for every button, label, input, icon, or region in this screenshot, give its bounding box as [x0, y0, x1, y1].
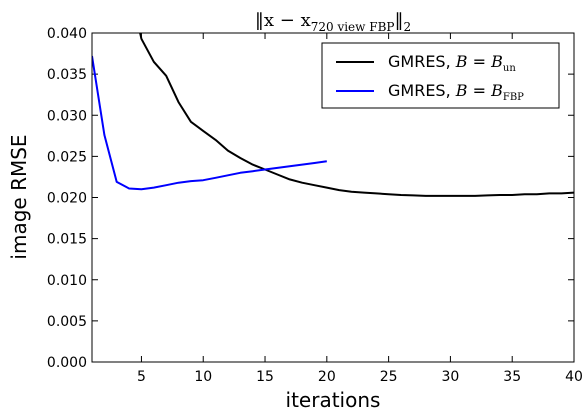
x-tick-label: 20 — [318, 369, 336, 385]
legend: GMRES, B = Bun GMRES, B = BFBP — [321, 42, 560, 109]
legend-box — [321, 42, 560, 109]
x-tick-label: 30 — [441, 369, 459, 385]
x-tick-label: 10 — [194, 369, 212, 385]
title-prefix: ‖x − x — [255, 10, 311, 31]
title-suffix-sub: 2 — [403, 20, 411, 34]
x-axis-ticks: 5 10 15 20 25 30 35 40 — [137, 33, 583, 385]
title-suffix: ‖ — [394, 10, 403, 31]
y-tick-label: 0.000 — [47, 355, 87, 371]
x-tick-label: 40 — [565, 369, 583, 385]
y-tick-label: 0.035 — [47, 67, 87, 83]
y-axis-label: image RMSE — [7, 134, 31, 259]
series-line-1 — [139, 33, 574, 197]
y-tick-label: 0.030 — [47, 108, 87, 124]
y-tick-label: 0.015 — [47, 232, 87, 248]
y-tick-label: 0.020 — [47, 191, 87, 207]
x-tick-label: 25 — [380, 369, 398, 385]
y-tick-label: 0.005 — [47, 314, 87, 330]
chart-title: ‖x − x720 view FBP‖2 — [255, 10, 411, 34]
y-axis-ticks: 0.000 0.005 0.010 0.015 0.020 0.025 0.030 0.035… — [47, 26, 574, 371]
plot-frame — [91, 32, 575, 363]
legend-label-series-1: GMRES, B = Bun — [388, 52, 516, 74]
x-tick-label: 5 — [137, 369, 146, 385]
y-tick-label: 0.010 — [47, 273, 87, 289]
x-tick-label: 35 — [503, 369, 521, 385]
series-line-2 — [92, 55, 327, 191]
title-subscript: 720 view FBP — [311, 20, 395, 34]
x-axis-label: iterations — [286, 388, 381, 412]
x-tick-label: 15 — [256, 369, 274, 385]
legend-label-series-2: GMRES, B = BFBP — [388, 81, 524, 103]
series-layer — [92, 33, 574, 197]
y-tick-label: 0.040 — [47, 26, 87, 42]
y-tick-label: 0.025 — [47, 149, 87, 165]
